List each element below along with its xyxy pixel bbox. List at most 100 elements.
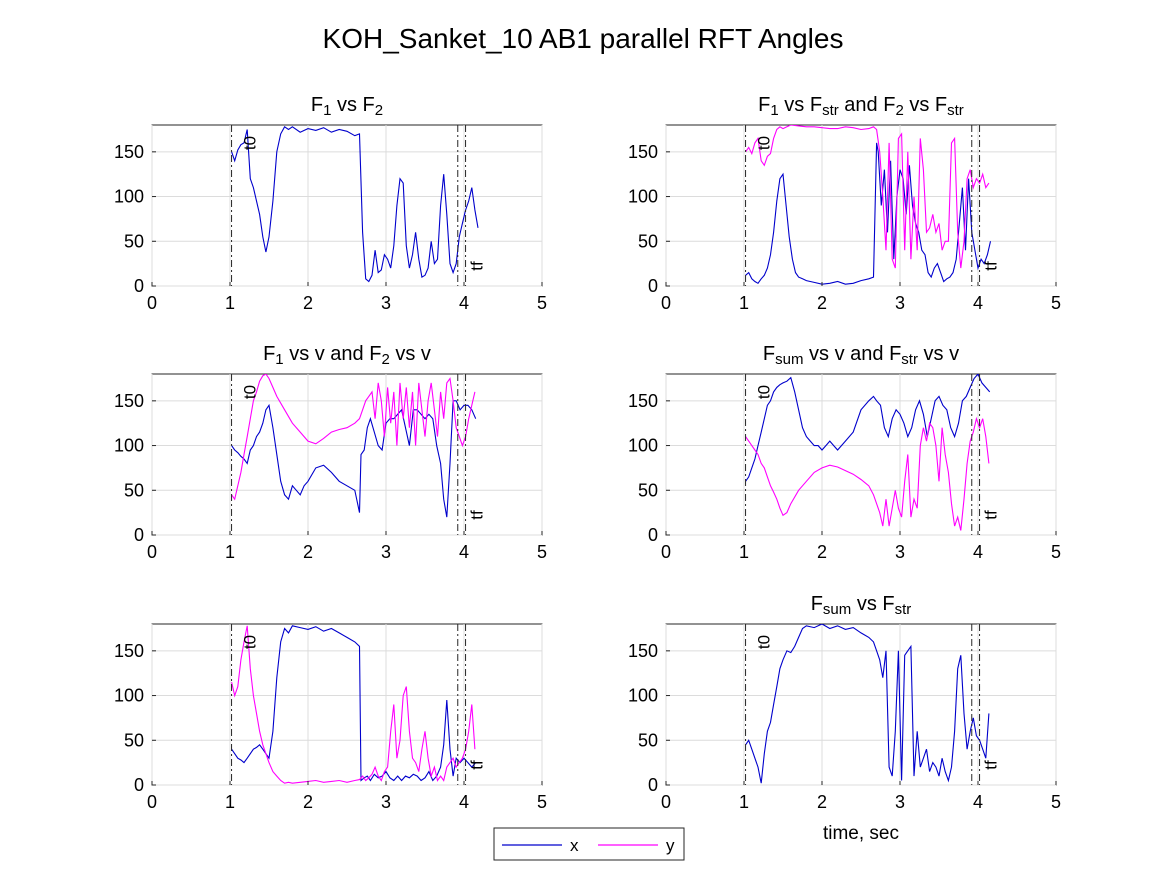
y-tick-label: 150 [628, 142, 658, 162]
x-tick-label: 1 [225, 792, 235, 812]
marker-label-tf: tf [468, 760, 487, 770]
x-tick-label: 2 [817, 792, 827, 812]
x-tick-label: 1 [225, 542, 235, 562]
figure-title: KOH_Sanket_10 AB1 parallel RFT Angles [323, 23, 844, 54]
y-tick-label: 50 [124, 730, 144, 750]
subplot-title: Fsum vs v and Fstr vs v [763, 343, 959, 368]
marker-label-t0: t0 [241, 136, 260, 150]
marker-label-t0: t0 [241, 635, 260, 649]
series-line-y [231, 374, 476, 501]
x-tick-label: 5 [537, 293, 547, 313]
series-line-x [745, 374, 991, 482]
x-tick-label: 3 [381, 542, 391, 562]
y-tick-label: 0 [134, 775, 144, 795]
marker-label-tf: tf [468, 261, 487, 271]
x-tick-label: 4 [973, 792, 983, 812]
y-tick-label: 100 [628, 187, 658, 207]
marker-label-t0: t0 [241, 385, 260, 399]
y-tick-label: 50 [638, 480, 658, 500]
x-tick-label: 1 [225, 293, 235, 313]
x-tick-label: 0 [147, 792, 157, 812]
y-tick-label: 0 [134, 276, 144, 296]
marker-label-t0: t0 [755, 136, 774, 150]
x-tick-label: 2 [303, 792, 313, 812]
series-line-y [745, 125, 990, 269]
x-tick-label: 4 [973, 542, 983, 562]
y-tick-label: 150 [628, 641, 658, 661]
series-line-x [231, 126, 479, 283]
y-tick-label: 0 [648, 775, 658, 795]
x-tick-label: 0 [147, 542, 157, 562]
y-tick-label: 100 [114, 686, 144, 706]
x-tick-label: 3 [381, 792, 391, 812]
series-line-x [231, 400, 477, 518]
y-tick-label: 50 [124, 231, 144, 251]
x-tick-label: 1 [739, 792, 749, 812]
x-tick-label: 0 [661, 542, 671, 562]
subplot-title: F1 vs F2 [311, 94, 383, 119]
marker-label-tf: tf [982, 760, 1001, 770]
y-tick-label: 150 [114, 641, 144, 661]
y-tick-label: 0 [648, 525, 658, 545]
x-tick-label: 4 [459, 293, 469, 313]
x-tick-label: 3 [895, 792, 905, 812]
series-line-x [745, 142, 992, 285]
legend: x y [493, 827, 685, 861]
x-tick-label: 4 [459, 542, 469, 562]
x-tick-label: 2 [303, 542, 313, 562]
marker-label-tf: tf [468, 510, 487, 520]
x-tick-label: 3 [381, 293, 391, 313]
x-tick-label: 2 [817, 293, 827, 313]
x-tick-label: 3 [895, 293, 905, 313]
series-line-y [231, 625, 476, 784]
y-tick-label: 50 [638, 730, 658, 750]
x-tick-label: 5 [1051, 542, 1061, 562]
y-tick-label: 150 [114, 391, 144, 411]
x-tick-label: 1 [739, 542, 749, 562]
y-tick-label: 100 [628, 436, 658, 456]
x-tick-label: 1 [739, 293, 749, 313]
y-tick-label: 150 [114, 142, 144, 162]
marker-label-t0: t0 [755, 635, 774, 649]
x-tick-label: 4 [973, 293, 983, 313]
legend-x-label: x [570, 836, 579, 855]
x-tick-label: 5 [1051, 792, 1061, 812]
series-line-x [745, 624, 990, 784]
subplot-title: Fsum vs Fstr [811, 593, 912, 618]
legend-y-label: y [666, 836, 675, 855]
series-line-y [745, 416, 990, 531]
x-tick-label: 5 [537, 792, 547, 812]
x-tick-label: 5 [1051, 293, 1061, 313]
y-tick-label: 100 [114, 187, 144, 207]
x-tick-label: 0 [147, 293, 157, 313]
y-tick-label: 0 [648, 276, 658, 296]
subplot-title: F1 vs v and F2 vs v [263, 343, 431, 368]
y-tick-label: 0 [134, 525, 144, 545]
x-tick-label: 0 [661, 792, 671, 812]
y-tick-label: 100 [628, 686, 658, 706]
x-tick-label: 2 [817, 542, 827, 562]
y-tick-label: 100 [114, 436, 144, 456]
x-tick-label: 4 [459, 792, 469, 812]
y-tick-label: 50 [124, 480, 144, 500]
y-tick-label: 150 [628, 391, 658, 411]
subplot-title: F1 vs Fstr and F2 vs Fstr [758, 94, 964, 119]
marker-label-t0: t0 [755, 385, 774, 399]
legend-box [493, 827, 685, 861]
x-tick-label: 0 [661, 293, 671, 313]
series-line-x [231, 625, 477, 782]
marker-label-tf: tf [982, 510, 1001, 520]
y-tick-label: 50 [638, 231, 658, 251]
x-tick-label: 2 [303, 293, 313, 313]
x-tick-label: 3 [895, 542, 905, 562]
x-tick-label: 5 [537, 542, 547, 562]
marker-label-tf: tf [982, 261, 1001, 271]
x-axis-label: time, sec [823, 823, 899, 844]
